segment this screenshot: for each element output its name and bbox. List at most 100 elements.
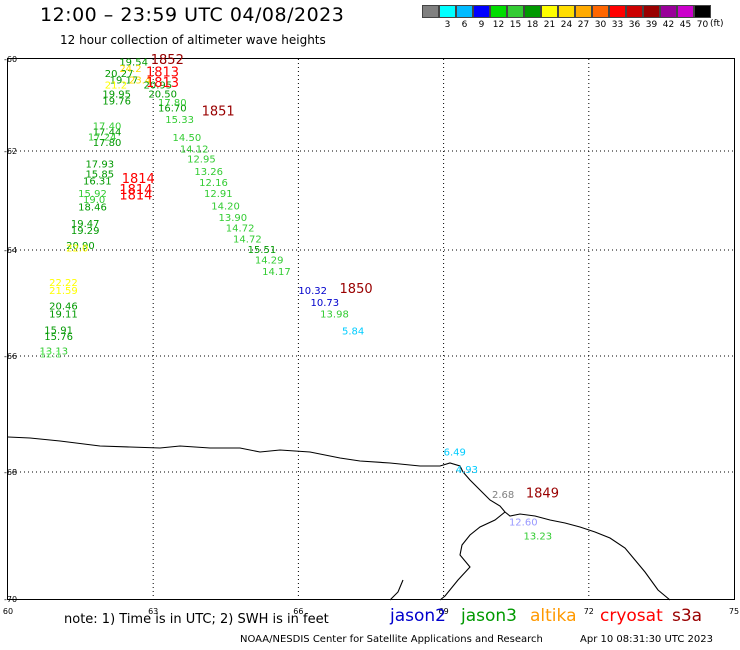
satellite-name-altika: altika (530, 606, 577, 626)
wave-height-label: 10.32 (298, 286, 327, 297)
legend-label: 27 (577, 20, 590, 30)
legend-swatch (472, 5, 490, 18)
wave-height-label: 23.4 (129, 76, 151, 87)
lat-label: -66 (4, 352, 17, 361)
legend-label: 70 (696, 20, 709, 30)
wave-height-label: 21.59 (49, 286, 78, 297)
wave-height-label: 19.47 (71, 219, 100, 230)
wave-height-label: 17.80 (93, 138, 122, 149)
legend-label: 30 (594, 20, 607, 30)
credit-date: Apr 10 08:31:30 UTC 2023 (580, 634, 713, 645)
wave-height-label: 19.29 (71, 226, 100, 237)
legend-label: 12 (492, 20, 505, 30)
legend-cell: 33 (608, 5, 626, 30)
legend-label: 6 (461, 20, 468, 30)
legend-label: 24 (560, 20, 573, 30)
wave-height-label: 19.17 (110, 76, 139, 87)
lon-label: 75 (729, 607, 739, 616)
page-title: 12:00 – 23:59 UTC 04/08/2023 (40, 4, 345, 26)
pass-time-label: 1849 (526, 486, 559, 501)
wave-height-label: 2.68 (492, 490, 514, 501)
legend-cell: 9 (472, 5, 490, 30)
legend-swatch (540, 5, 558, 18)
lon-label: 60 (3, 607, 13, 616)
wave-height-label: 19.95 (102, 90, 131, 101)
wave-height-label: 12.91 (204, 189, 233, 200)
wave-height-label: 12.95 (187, 154, 216, 165)
wave-height-label: 20.46 (49, 302, 78, 313)
wave-height-label: 17.44 (93, 128, 122, 139)
legend-label: 3 (444, 20, 451, 30)
wave-height-label: 4.93 (456, 465, 478, 476)
wave-height-label: 20.95 (144, 80, 173, 91)
legend-cell: 12 (489, 5, 507, 30)
lat-label: -64 (4, 246, 17, 255)
legend-swatch (421, 5, 439, 18)
wave-height-label: 14.20 (211, 201, 240, 212)
credit: NOAA/NESDIS Center for Satellite Applica… (240, 634, 543, 645)
pass-time-label: 1813 (146, 65, 179, 80)
wave-height-label: 13.98 (320, 310, 349, 321)
wave-height-label: 15.92 (78, 189, 107, 200)
legend-label: 33 (611, 20, 624, 30)
wave-height-label: 12.16 (199, 178, 228, 189)
legend-label: 39 (645, 20, 658, 30)
satellite-name-jason3: jason3 (461, 606, 517, 626)
legend-swatch (591, 5, 609, 18)
wave-height-label: 14.29 (255, 256, 284, 267)
legend-swatch (693, 5, 711, 18)
legend-swatch (557, 5, 575, 18)
legend-swatch (642, 5, 660, 18)
wave-height-label: 20.27 (105, 69, 134, 80)
wave-height-label: 10.73 (311, 298, 340, 309)
legend-cell: 6 (455, 5, 473, 30)
wave-height-label: 14.50 (173, 133, 202, 144)
wave-height-label: 24.2 (119, 64, 141, 75)
pass-time-label: 1852 (151, 53, 184, 68)
lat-label: -62 (4, 147, 17, 156)
legend-label: 18 (526, 20, 539, 30)
legend-cell: 42 (659, 5, 677, 30)
satellite-name-cryosat: cryosat (600, 606, 663, 626)
lon-label: 69 (439, 607, 449, 616)
legend-swatch (523, 5, 541, 18)
legend-cell (421, 5, 439, 30)
map-frame (7, 58, 735, 600)
pass-time-label: 1813 (146, 76, 179, 91)
lon-label: 72 (584, 607, 594, 616)
pass-time-label: 1814 (119, 183, 152, 198)
wave-height-label: 17.80 (158, 98, 187, 109)
legend-label: 15 (509, 20, 522, 30)
legend-cell: 3 (438, 5, 456, 30)
legend-swatch (574, 5, 592, 18)
legend-cell: 21 (540, 5, 558, 30)
lon-label: 63 (148, 607, 158, 616)
legend-swatch (659, 5, 677, 18)
legend-label: 36 (628, 20, 641, 30)
wave-height-label: 14.12 (180, 145, 209, 156)
footnote: note: 1) Time is in UTC; 2) SWH is in fe… (64, 612, 329, 627)
pass-time-label: 1851 (202, 105, 235, 120)
wave-height-label: 12.60 (509, 518, 538, 529)
wave-height-label: 19.76 (102, 96, 131, 107)
lat-label: -60 (4, 55, 17, 64)
wave-height-label: 19.11 (49, 310, 78, 321)
pass-time-label: 1814 (122, 172, 155, 187)
wave-height-label: 13.23 (523, 532, 552, 543)
wave-height-label: 16.31 (83, 177, 112, 188)
wave-height-label: 17.93 (85, 159, 114, 170)
legend-swatch (455, 5, 473, 18)
wave-height-label: 21.2 (105, 80, 127, 91)
wave-height-label: 14.17 (262, 267, 291, 278)
legend-swatch (608, 5, 626, 18)
coastline-west-shore (389, 579, 404, 601)
legend-label: 45 (679, 20, 692, 30)
wave-height-label: 15.76 (44, 332, 73, 343)
wave-height-label: 15.33 (165, 115, 194, 126)
legend-cell: 30 (591, 5, 609, 30)
satellite-name-s3a: s3a (672, 606, 703, 626)
lon-label: 66 (293, 607, 303, 616)
wave-height-label: 14.72 (233, 235, 262, 246)
legend-cell: 70 (693, 5, 711, 30)
